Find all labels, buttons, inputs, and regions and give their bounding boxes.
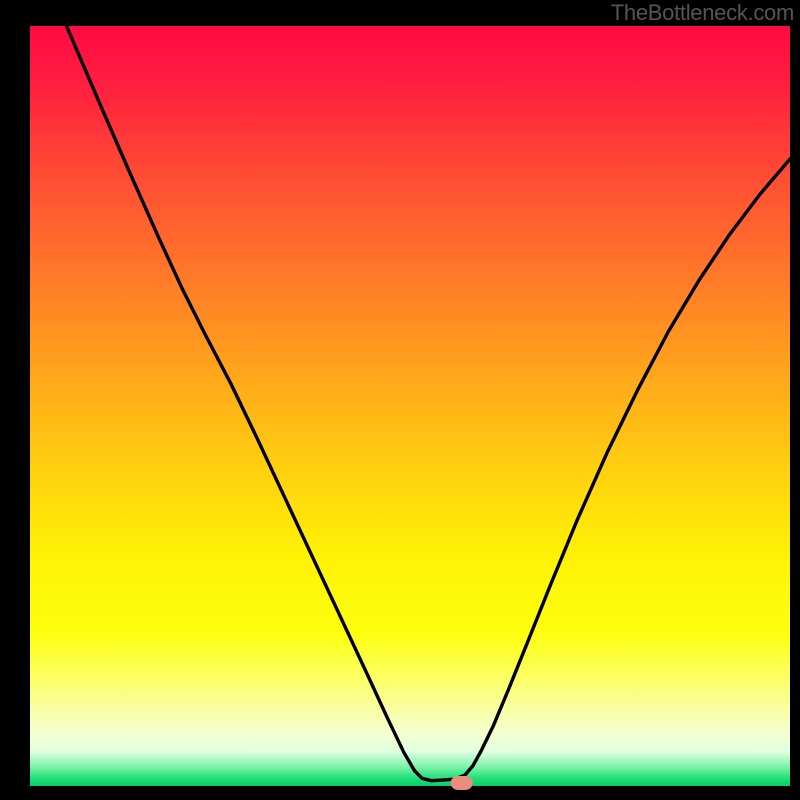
optimal-point-marker: [451, 776, 473, 790]
bottleneck-chart: TheBottleneck.com: [0, 0, 800, 800]
chart-svg: [0, 0, 800, 800]
gradient-background: [30, 26, 790, 786]
